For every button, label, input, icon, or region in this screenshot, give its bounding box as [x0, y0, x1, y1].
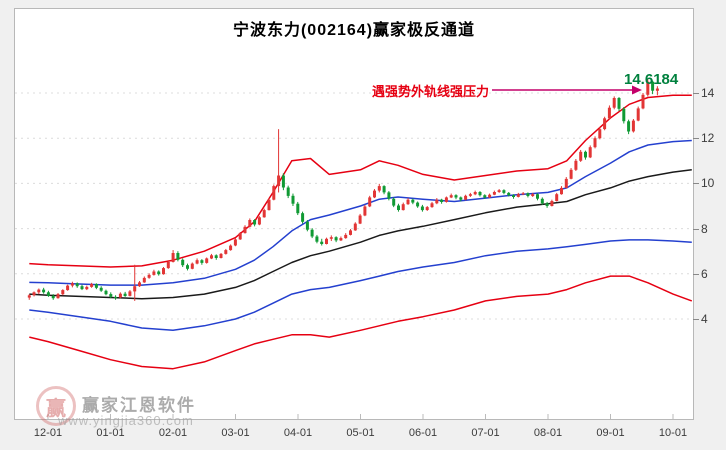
- y-axis-label: 8: [693, 221, 708, 236]
- y-axis-label: 6: [693, 266, 708, 281]
- y-axis-label: 14: [692, 86, 715, 100]
- price-plot: [15, 78, 693, 419]
- watermark-logo-icon: 赢: [36, 386, 76, 426]
- x-axis-label: 10-01: [658, 427, 688, 439]
- chart-canvas: 宁波东力(002164)赢家极反通道: [14, 8, 694, 420]
- x-axis-label: 04-01: [283, 427, 313, 439]
- watermark-brand: 赢家江恩软件: [82, 396, 196, 415]
- pressure-price-label: 14.6184: [624, 71, 679, 88]
- x-axis-label: 09-01: [596, 427, 625, 439]
- x-axis-label: 07-01: [471, 427, 500, 439]
- x-axis-label: 12-01: [33, 427, 63, 439]
- chart-title: 宁波东力(002164)赢家极反通道: [232, 22, 476, 39]
- y-axis: 14 12 10 8 6 4: [692, 0, 726, 450]
- x-axis-label: 05-01: [346, 427, 375, 439]
- y-axis-label: 10: [692, 176, 715, 191]
- watermark-url: www.yingjia360.com: [58, 413, 194, 428]
- pressure-annotation-label: 遇强势外轨线强压力: [372, 84, 490, 99]
- x-axis-label: 02-01: [158, 427, 188, 439]
- pressure-arrow-icon: [492, 85, 642, 95]
- y-axis-label: 12: [692, 131, 715, 146]
- x-axis-label: 01-01: [96, 427, 125, 439]
- x-axis-label: 06-01: [408, 427, 438, 439]
- y-axis-label: 4: [693, 312, 708, 326]
- x-axis-label: 03-01: [221, 427, 250, 439]
- x-axis-label: 08-01: [533, 427, 563, 439]
- x-axis: 12-01 01-01 02-01 03-01 04-01 05-01 06-01 07-01…: [15, 427, 725, 445]
